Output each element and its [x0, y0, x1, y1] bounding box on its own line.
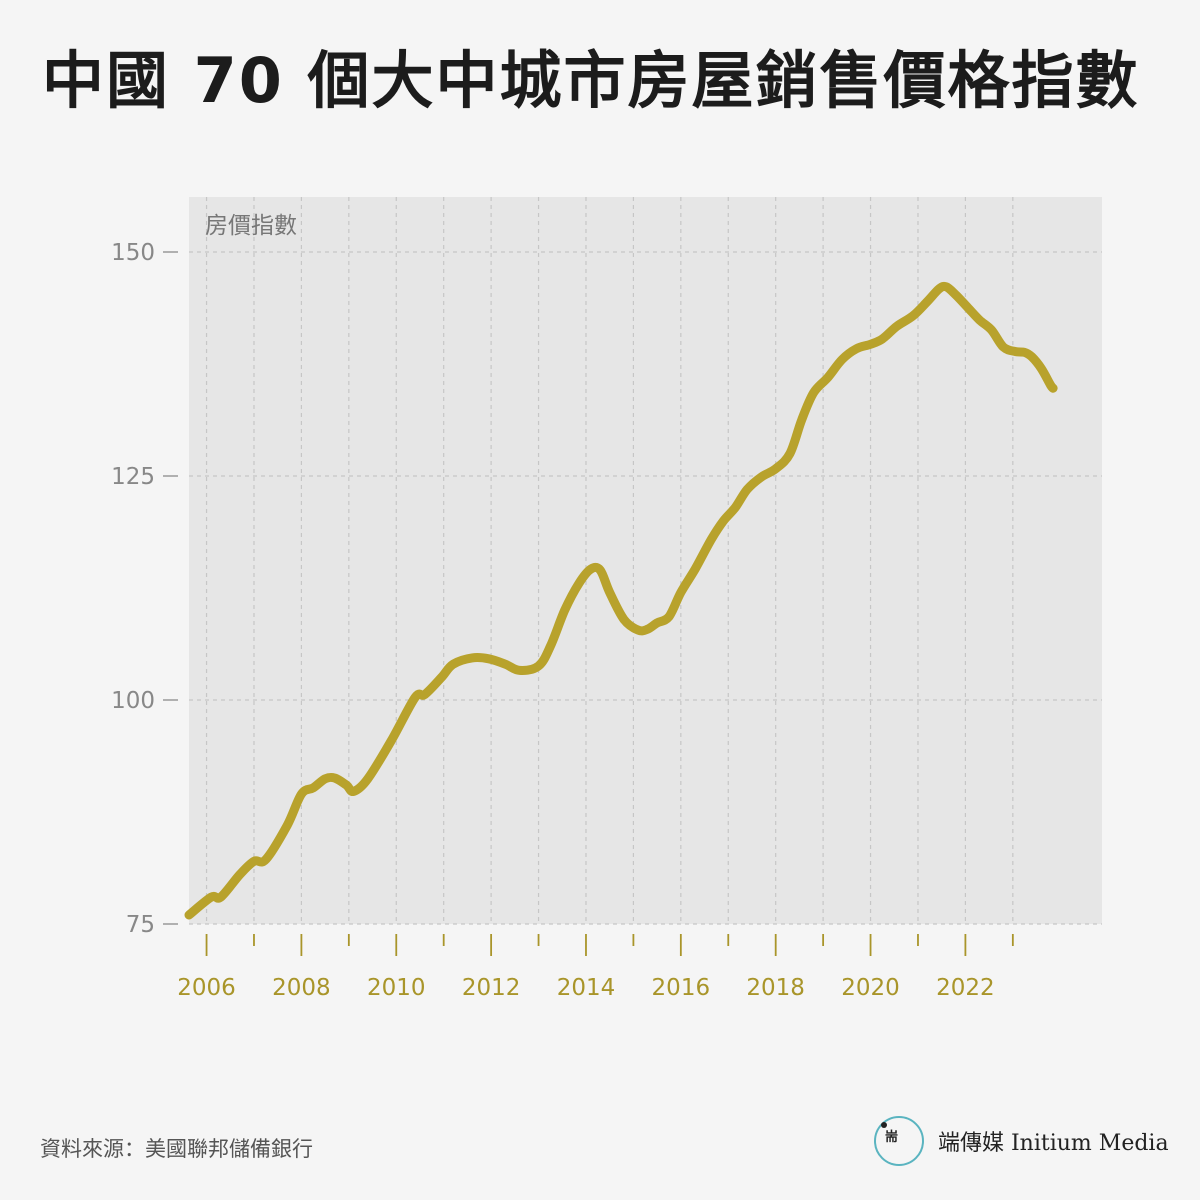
- logo-glyph: 耑: [885, 1130, 900, 1145]
- x-tick-label: 2008: [272, 975, 331, 1001]
- x-tick-label: 2010: [367, 975, 426, 1001]
- y-axis: 75 100 125 150: [111, 240, 178, 938]
- series-line: [184, 281, 1058, 920]
- x-tick-label: 2006: [177, 975, 236, 1001]
- x-tick-label: 2018: [746, 975, 805, 1001]
- x-axis: 2006 2008 2010 2012 2014 2016 2018 2020 2022: [177, 934, 1014, 1001]
- y-tick-label: 75: [126, 912, 155, 938]
- x-tick-label: 2022: [936, 975, 995, 1001]
- brand-name: 端傳媒 Initium Media: [938, 1131, 1169, 1156]
- plot-area: [189, 197, 1102, 924]
- x-tick-label: 2016: [652, 975, 711, 1001]
- source-note: 資料來源：美國聯邦儲備銀行: [40, 1137, 313, 1161]
- y-axis-label: 房價指數: [205, 213, 297, 239]
- page-title: 中國 70 個大中城市房屋銷售價格指數: [42, 44, 1140, 117]
- y-tick-label: 125: [111, 464, 155, 490]
- brand-logo: 耑 端傳媒 Initium Media: [874, 1114, 1174, 1170]
- grid-lines: [189, 197, 1102, 925]
- x-tick-label: 2012: [462, 975, 521, 1001]
- y-tick-label: 100: [111, 688, 155, 714]
- logo-ring-icon: 耑: [874, 1116, 924, 1166]
- x-tick-label: 2020: [841, 975, 900, 1001]
- x-tick-label: 2014: [557, 975, 616, 1001]
- y-tick-label: 150: [111, 240, 155, 266]
- logo-dot-icon: [881, 1122, 887, 1128]
